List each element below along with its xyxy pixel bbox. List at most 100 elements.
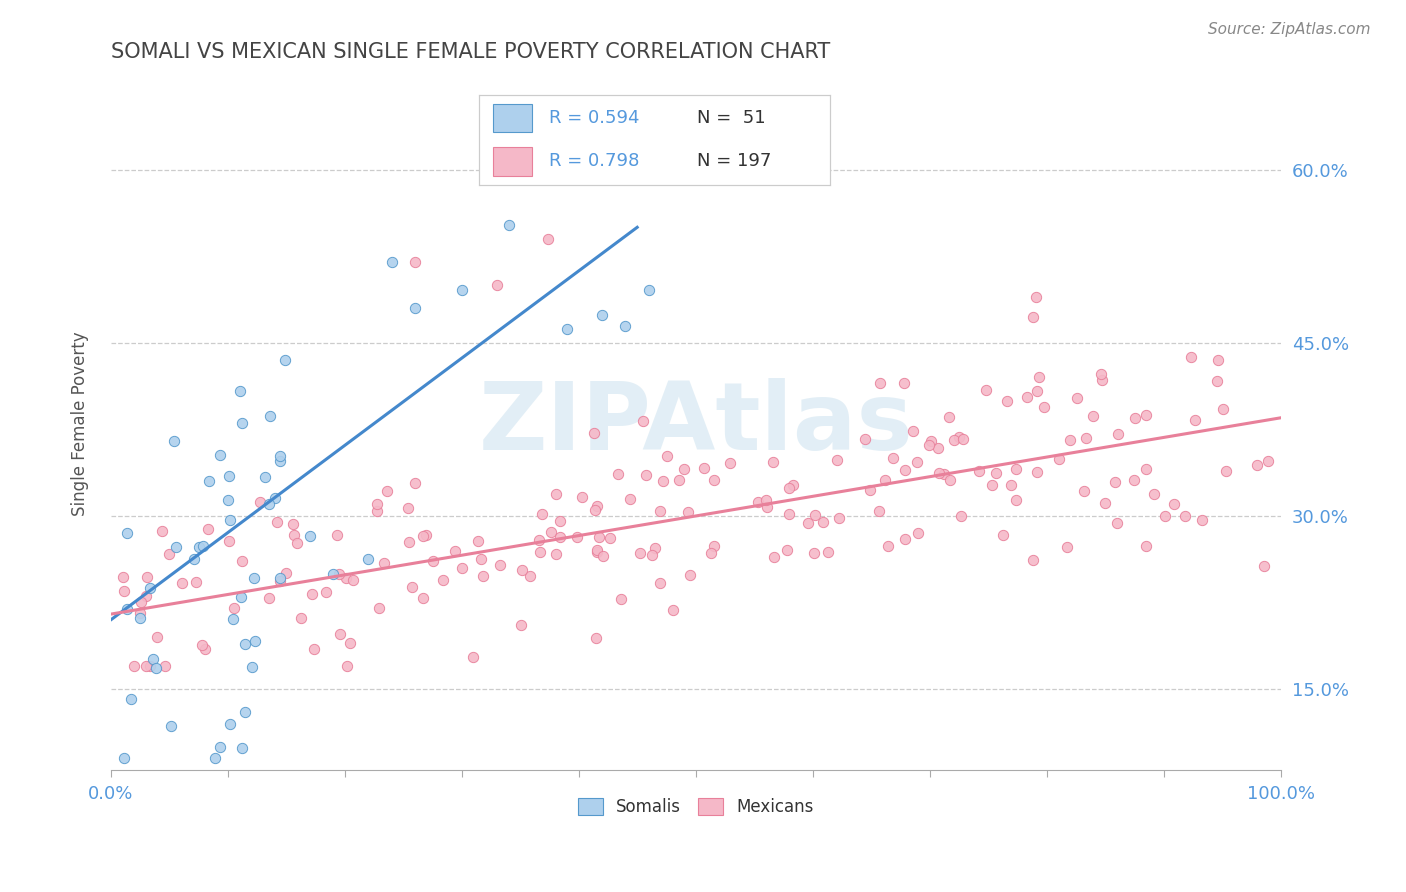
Point [197, 522, 219, 536]
Point [540, 525, 562, 540]
Point [222, 612, 245, 626]
Point [163, 434, 186, 448]
Legend: Somalis, Mexicans: Somalis, Mexicans [569, 789, 823, 824]
Point [233, 706, 256, 720]
Point [1163, 497, 1185, 511]
Text: Source: ZipAtlas.com: Source: ZipAtlas.com [1208, 22, 1371, 37]
Point [172, 576, 194, 591]
Point [231, 741, 253, 756]
Point [585, 631, 607, 645]
Point [619, 492, 641, 507]
Point [486, 278, 509, 293]
Point [1073, 484, 1095, 499]
Point [115, 602, 138, 616]
Point [703, 539, 725, 553]
Point [160, 719, 183, 733]
Point [274, 352, 297, 367]
Point [254, 469, 277, 483]
Point [631, 414, 654, 428]
Point [367, 601, 389, 615]
Point [165, 540, 187, 554]
Point [537, 232, 560, 246]
Point [1135, 540, 1157, 554]
Point [1091, 373, 1114, 387]
Point [415, 528, 437, 542]
Point [209, 448, 232, 462]
Point [380, 255, 402, 269]
Point [263, 491, 285, 505]
Point [782, 477, 804, 491]
Point [662, 603, 685, 617]
Point [950, 508, 973, 523]
Point [498, 218, 520, 232]
Point [920, 434, 942, 449]
Point [778, 481, 800, 495]
Point [638, 283, 661, 297]
Point [404, 475, 426, 490]
Point [853, 432, 876, 446]
Point [586, 542, 609, 557]
Point [703, 473, 725, 487]
Point [776, 543, 799, 558]
Point [1090, 368, 1112, 382]
Point [422, 554, 444, 568]
Point [257, 497, 280, 511]
Point [1180, 350, 1202, 364]
Point [657, 449, 679, 463]
Point [747, 495, 769, 509]
Point [243, 633, 266, 648]
Point [412, 591, 434, 605]
Point [1022, 553, 1045, 567]
Point [373, 557, 395, 571]
Point [325, 528, 347, 542]
Point [322, 566, 344, 581]
Point [120, 691, 142, 706]
Text: SOMALI VS MEXICAN SINGLE FEMALE POVERTY CORRELATION CHART: SOMALI VS MEXICAN SINGLE FEMALE POVERTY … [111, 42, 830, 62]
Point [1123, 410, 1146, 425]
Point [1135, 408, 1157, 422]
Point [183, 551, 205, 566]
Point [804, 508, 827, 523]
Point [1032, 400, 1054, 414]
Point [339, 636, 361, 650]
Point [548, 530, 571, 544]
Point [231, 417, 253, 431]
Point [1028, 370, 1050, 384]
Point [269, 454, 291, 468]
Point [756, 500, 779, 514]
Point [281, 516, 304, 531]
Point [869, 376, 891, 390]
Point [191, 539, 214, 553]
Point [796, 516, 818, 531]
Point [641, 548, 664, 562]
Point [531, 508, 554, 522]
Point [967, 464, 990, 478]
Point [224, 600, 246, 615]
Point [194, 642, 217, 657]
Point [150, 524, 173, 538]
Point [859, 483, 882, 498]
Point [112, 584, 135, 599]
Point [984, 466, 1007, 480]
Point [991, 528, 1014, 542]
Point [1066, 391, 1088, 405]
Point [668, 473, 690, 487]
Point [1123, 473, 1146, 487]
Point [197, 474, 219, 488]
Point [1184, 413, 1206, 427]
Point [204, 751, 226, 765]
Point [1000, 478, 1022, 492]
Point [249, 495, 271, 509]
Point [952, 432, 974, 446]
Point [1104, 475, 1126, 490]
Point [1083, 409, 1105, 423]
Point [628, 546, 651, 560]
Point [1257, 454, 1279, 468]
Point [762, 549, 785, 564]
Point [827, 452, 849, 467]
Point [588, 531, 610, 545]
Point [718, 457, 741, 471]
Point [995, 394, 1018, 409]
Point [636, 467, 658, 482]
Point [894, 533, 917, 547]
